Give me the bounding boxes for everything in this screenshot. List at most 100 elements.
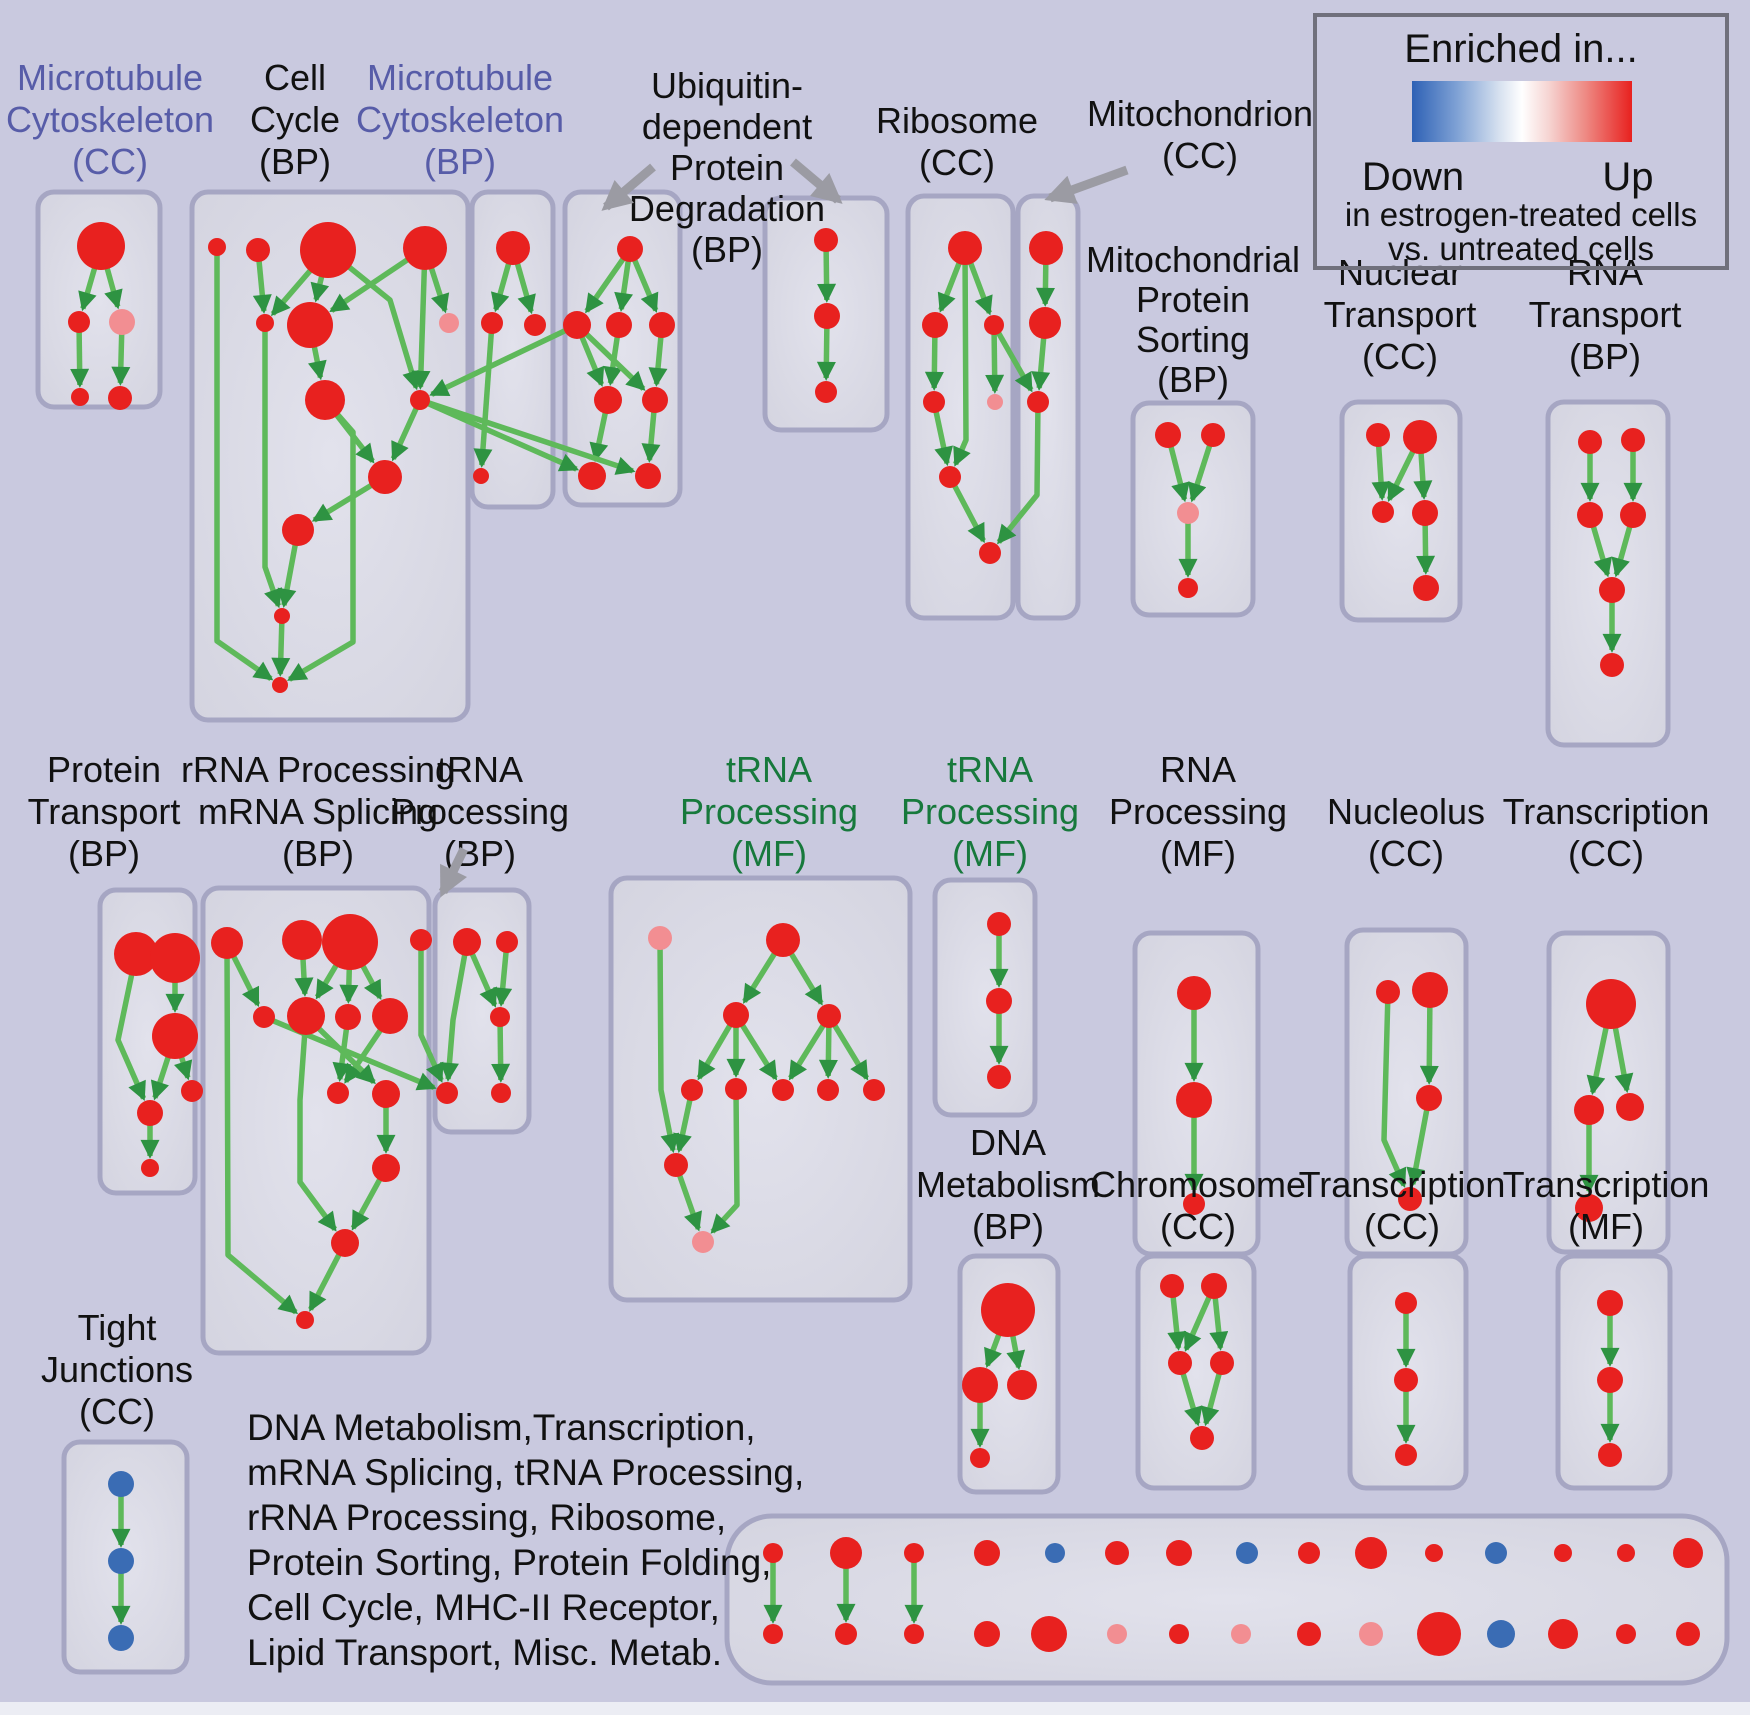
legend-gradient	[1412, 81, 1632, 142]
node-mi_b15	[1676, 1622, 1700, 1646]
node-pt_d	[137, 1100, 163, 1126]
node-cc_e	[256, 314, 274, 332]
node-mi_t2	[830, 1537, 862, 1569]
node-rr_m	[296, 1311, 314, 1329]
node-rib_f	[939, 466, 961, 488]
node-mi_t3	[904, 1543, 924, 1563]
node-mi_t8	[1236, 1542, 1258, 1564]
node-pt_f	[141, 1159, 159, 1177]
node-rp_a	[1177, 976, 1211, 1010]
node-ch_c	[1168, 1351, 1192, 1375]
node-mi_t1	[763, 1543, 783, 1563]
annotation-arrow-2	[790, 158, 843, 204]
node-rr_b	[282, 920, 322, 960]
legend-subtitle-2: vs. untreated cells	[1388, 230, 1654, 267]
node-tc2_c	[1395, 1444, 1417, 1466]
cluster-label-nuc: Nucleolus (CC)	[1327, 791, 1485, 874]
node-nu_a	[1376, 980, 1400, 1004]
node-rr_a	[211, 927, 243, 959]
cluster-box-nt	[1339, 399, 1463, 623]
node-nt_b	[1403, 420, 1437, 454]
edge-cc_i-cc_j	[390, 398, 423, 462]
node-mtc_c	[109, 309, 135, 335]
node-mtc_a	[77, 222, 125, 270]
node-dm_a	[981, 1283, 1035, 1337]
node-dm_d	[970, 1448, 990, 1468]
node-mi_b3	[904, 1624, 924, 1644]
node-mi_b6	[1107, 1624, 1127, 1644]
node-ub_q	[642, 387, 668, 413]
cluster-label-tr_mf2: tRNA Processing (MF)	[901, 749, 1079, 874]
node-tmf_a	[1597, 1290, 1623, 1316]
node-tj_c	[108, 1625, 134, 1651]
node-nt_e	[1413, 575, 1439, 601]
edge-rib_c-rib_e	[985, 324, 1005, 394]
node-t1_h	[817, 1079, 839, 1101]
node-ch_a	[1160, 1274, 1184, 1298]
node-tj_b	[108, 1548, 134, 1574]
node-rib_d	[923, 391, 945, 413]
node-ub_mm	[606, 312, 632, 338]
node-mtc_b	[68, 311, 90, 333]
node-rr_f	[287, 997, 325, 1035]
node-rt_a	[1578, 430, 1602, 454]
node-t1_g	[772, 1079, 794, 1101]
cluster-box-mt_cc	[35, 189, 163, 410]
node-mtc_d	[71, 388, 89, 406]
node-nu_d	[1398, 1187, 1422, 1211]
node-mi_b13	[1548, 1619, 1578, 1649]
node-ub_mr	[649, 312, 675, 338]
edge-mito_c-rib_g	[996, 401, 1041, 545]
edge-cc_e-cc_l	[262, 323, 283, 609]
cluster-label-tr_bp: tRNA Processing (BP)	[391, 749, 569, 874]
node-tmf_c	[1598, 1443, 1622, 1467]
edge-cc_l-cc_m	[271, 615, 291, 677]
node-cc_f	[287, 302, 333, 348]
cluster-label-tmf: Transcription (MF)	[1503, 1164, 1710, 1247]
node-nt_a	[1366, 423, 1390, 447]
node-tb_d	[436, 1082, 458, 1104]
node-rib_c	[984, 315, 1004, 335]
node-rr_g	[335, 1004, 361, 1030]
edge-tb_a-tb_d	[440, 941, 470, 1082]
node-nu_b	[1412, 972, 1448, 1008]
node-mi_b4	[974, 1621, 1000, 1647]
node-mi_t10	[1355, 1537, 1387, 1569]
node-mi_t15	[1673, 1538, 1703, 1568]
edge-ub_ml-ub_q	[575, 323, 646, 391]
edge-rr_d-tb_d	[418, 940, 444, 1083]
annotation-arrow-3	[1044, 165, 1129, 204]
node-mtb_d	[473, 468, 489, 484]
cluster-box-tr_mf2	[932, 877, 1038, 1118]
node-mi_t13	[1554, 1544, 1572, 1562]
node-mi_b14	[1616, 1624, 1636, 1644]
figure-bottom-margin	[0, 1702, 1750, 1715]
node-mito_b	[1029, 307, 1061, 339]
node-t2_b	[986, 988, 1012, 1014]
node-ub_p	[594, 386, 622, 414]
node-rr_d	[410, 929, 432, 951]
node-tb_b	[496, 931, 518, 953]
node-pt_e	[181, 1080, 203, 1102]
node-cc_m	[272, 677, 288, 693]
node-tc2_b	[1394, 1368, 1418, 1392]
node-rr_h	[372, 998, 408, 1034]
cluster-box-tc1	[1546, 930, 1671, 1255]
node-ch_b	[1201, 1273, 1227, 1299]
node-mi_b7	[1169, 1624, 1189, 1644]
cluster-label-rt: RNA Transport (BP)	[1529, 252, 1682, 377]
node-tmf_b	[1597, 1367, 1623, 1393]
edge-cc_d-cc_i	[411, 247, 431, 390]
node-mi_b10	[1359, 1622, 1383, 1646]
node-rr_c	[322, 914, 378, 970]
node-mi_b8	[1231, 1624, 1251, 1644]
edge-pt_a-pt_d	[115, 953, 147, 1101]
node-t2_c	[987, 1065, 1011, 1089]
node-mtb_b	[481, 312, 503, 334]
node-cc_l	[274, 608, 290, 624]
node-tj_a	[108, 1471, 134, 1497]
cluster-label-pt: Protein Transport (BP)	[28, 749, 181, 874]
legend-subtitle-1: in estrogen-treated cells	[1345, 196, 1697, 233]
